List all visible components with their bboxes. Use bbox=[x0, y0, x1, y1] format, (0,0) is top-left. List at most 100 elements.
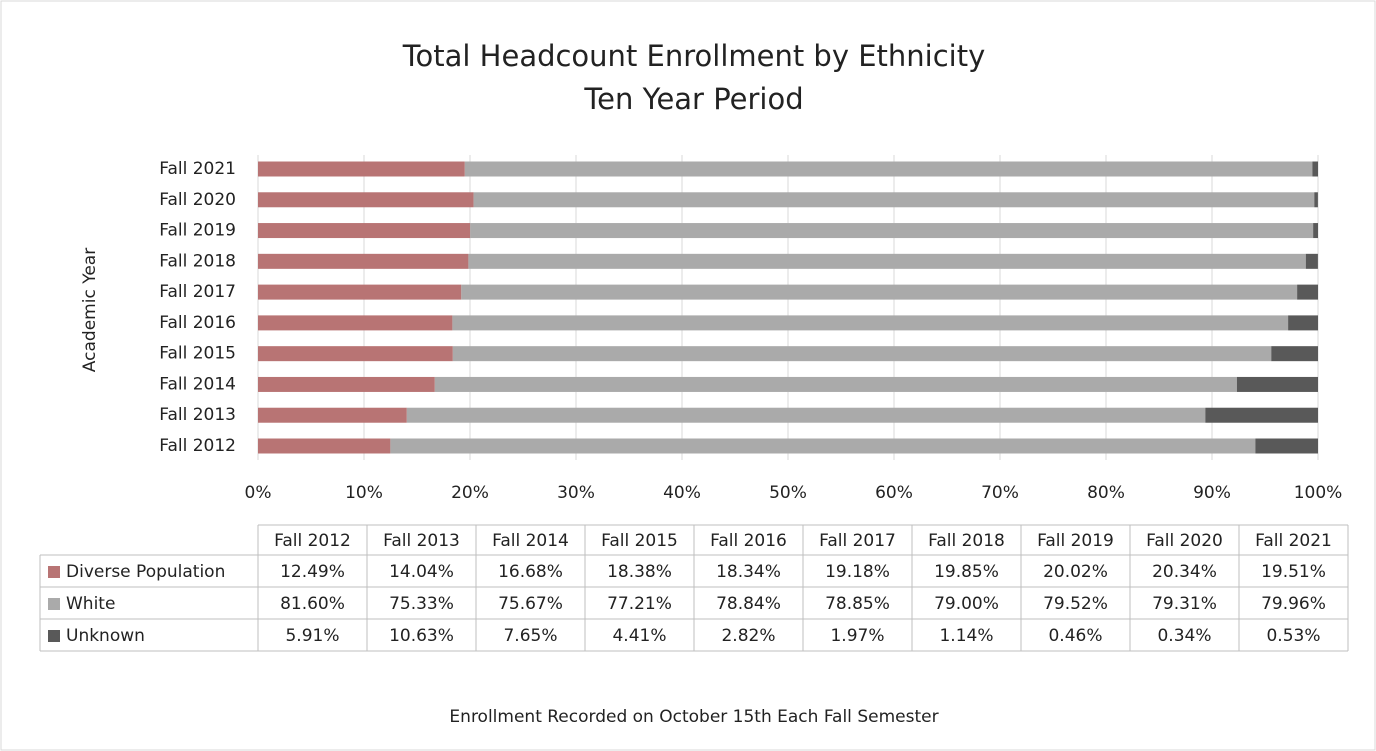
table-cell: 19.18% bbox=[825, 562, 890, 582]
bar-segment bbox=[1312, 161, 1318, 177]
y-tick-label: Fall 2012 bbox=[159, 436, 236, 456]
bar-segment bbox=[258, 161, 465, 177]
bar-segment bbox=[434, 376, 1237, 392]
footnote: Enrollment Recorded on October 15th Each… bbox=[449, 707, 938, 727]
bar-segment bbox=[470, 223, 1314, 239]
bar-segment bbox=[258, 192, 474, 208]
table-cell: 1.97% bbox=[830, 626, 884, 646]
bar-segment bbox=[1313, 223, 1318, 239]
x-tick-label: 60% bbox=[875, 483, 913, 503]
bar-segment bbox=[258, 253, 469, 269]
bar-segment bbox=[1288, 315, 1318, 331]
x-tick-label: 30% bbox=[557, 483, 595, 503]
table-cell: 1.14% bbox=[939, 626, 993, 646]
bar-segment bbox=[461, 284, 1298, 300]
bar-segment bbox=[1255, 438, 1318, 454]
x-tick-label: 20% bbox=[451, 483, 489, 503]
bar-segment bbox=[258, 315, 453, 331]
table-cell: 0.34% bbox=[1157, 626, 1211, 646]
y-axis-label: Academic Year bbox=[80, 248, 100, 372]
bar-segment bbox=[258, 438, 391, 454]
table-cell: 77.21% bbox=[607, 594, 672, 614]
table-cell: 20.34% bbox=[1152, 562, 1217, 582]
table-cell: 20.02% bbox=[1043, 562, 1108, 582]
table-cell: 81.60% bbox=[280, 594, 345, 614]
y-tick-label: Fall 2014 bbox=[159, 374, 236, 394]
x-tick-label: 10% bbox=[345, 483, 383, 503]
y-tick-label: Fall 2019 bbox=[159, 221, 236, 241]
bar-segment bbox=[1271, 346, 1318, 362]
x-tick-label: 80% bbox=[1087, 483, 1125, 503]
table-header: Fall 2021 bbox=[1255, 531, 1332, 551]
table-header: Fall 2020 bbox=[1146, 531, 1223, 551]
table-cell: 79.00% bbox=[934, 594, 999, 614]
x-tick-label: 50% bbox=[769, 483, 807, 503]
table-cell: 19.85% bbox=[934, 562, 999, 582]
table-cell: 0.53% bbox=[1266, 626, 1320, 646]
table-cell: 78.85% bbox=[825, 594, 890, 614]
table-cell: 19.51% bbox=[1261, 562, 1326, 582]
bar-segment bbox=[1297, 284, 1318, 300]
chart-subtitle: Ten Year Period bbox=[583, 82, 803, 116]
legend-label: White bbox=[66, 594, 115, 614]
legend-swatch bbox=[48, 598, 60, 610]
table-cell: 18.34% bbox=[716, 562, 781, 582]
bar-segment bbox=[452, 315, 1289, 331]
table-header: Fall 2012 bbox=[274, 531, 351, 551]
bar-segment bbox=[258, 346, 453, 362]
chart-title: Total Headcount Enrollment by Ethnicity bbox=[402, 39, 986, 73]
table-cell: 18.38% bbox=[607, 562, 672, 582]
bar-segment bbox=[468, 253, 1306, 269]
bar-segment bbox=[1314, 192, 1318, 208]
bar-segment bbox=[452, 346, 1272, 362]
bar-segment bbox=[1205, 407, 1318, 423]
bar-segment bbox=[258, 376, 435, 392]
table-cell: 0.46% bbox=[1048, 626, 1102, 646]
legend-label: Unknown bbox=[66, 626, 145, 646]
table-header: Fall 2014 bbox=[492, 531, 569, 551]
bar-segment bbox=[1305, 253, 1318, 269]
bar-segment bbox=[258, 223, 471, 239]
legend-swatch bbox=[48, 630, 60, 642]
table-cell: 5.91% bbox=[285, 626, 339, 646]
table-header: Fall 2017 bbox=[819, 531, 896, 551]
y-tick-label: Fall 2015 bbox=[159, 344, 236, 364]
table-cell: 4.41% bbox=[612, 626, 666, 646]
bar-segment bbox=[258, 284, 462, 300]
table-cell: 7.65% bbox=[503, 626, 557, 646]
table-cell: 2.82% bbox=[721, 626, 775, 646]
x-tick-label: 0% bbox=[245, 483, 272, 503]
bar-segment bbox=[390, 438, 1256, 454]
bar-segment bbox=[464, 161, 1313, 177]
legend-label: Diverse Population bbox=[66, 562, 225, 582]
table-header: Fall 2016 bbox=[710, 531, 787, 551]
table-cell: 79.31% bbox=[1152, 594, 1217, 614]
legend-swatch bbox=[48, 566, 60, 578]
table-cell: 12.49% bbox=[280, 562, 345, 582]
table-header: Fall 2018 bbox=[928, 531, 1005, 551]
y-tick-label: Fall 2017 bbox=[159, 282, 236, 302]
table-header: Fall 2019 bbox=[1037, 531, 1114, 551]
y-tick-label: Fall 2020 bbox=[159, 190, 236, 210]
y-tick-label: Fall 2018 bbox=[159, 251, 236, 271]
table-cell: 14.04% bbox=[389, 562, 454, 582]
table-cell: 16.68% bbox=[498, 562, 563, 582]
table-cell: 75.33% bbox=[389, 594, 454, 614]
x-tick-label: 70% bbox=[981, 483, 1019, 503]
bar-segment bbox=[473, 192, 1315, 208]
table-header: Fall 2015 bbox=[601, 531, 678, 551]
x-tick-label: 100% bbox=[1294, 483, 1343, 503]
y-tick-label: Fall 2016 bbox=[159, 313, 236, 333]
bar-segment bbox=[258, 407, 407, 423]
table-cell: 79.52% bbox=[1043, 594, 1108, 614]
table-cell: 75.67% bbox=[498, 594, 563, 614]
table-cell: 10.63% bbox=[389, 626, 454, 646]
table-cell: 78.84% bbox=[716, 594, 781, 614]
x-tick-label: 40% bbox=[663, 483, 701, 503]
bar-segment bbox=[406, 407, 1206, 423]
x-tick-label: 90% bbox=[1193, 483, 1231, 503]
bar-segment bbox=[1236, 376, 1318, 392]
y-tick-label: Fall 2021 bbox=[159, 159, 236, 179]
